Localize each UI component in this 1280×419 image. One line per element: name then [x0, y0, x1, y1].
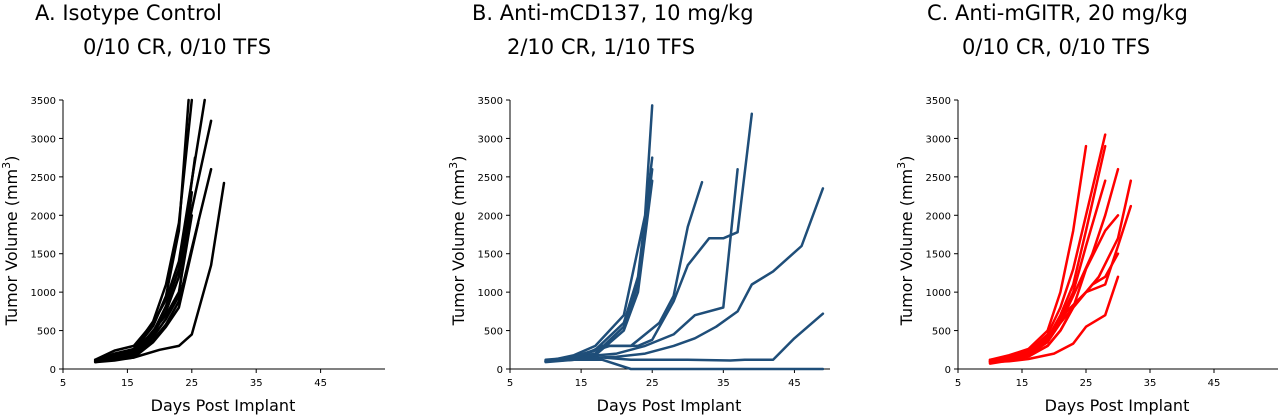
y-tick-label: 1500 — [478, 250, 503, 261]
x-tick-label: 45 — [788, 378, 801, 389]
x-tick-label: 5 — [507, 378, 513, 389]
chart-panel-0: A. Isotype Control 0/10 CR, 0/10 TFS 0 500 1… — [0, 1, 385, 415]
series-line-6 — [544, 167, 739, 362]
series-line-8 — [988, 252, 1120, 365]
x-tick-label: 5 — [955, 378, 961, 389]
chart-subtitle: 0/10 CR, 0/10 TFS — [962, 35, 1150, 59]
y-tick-label: 2500 — [478, 173, 503, 184]
series-line-7 — [988, 204, 1133, 362]
series-line-9 — [93, 181, 226, 364]
x-tick-label: 5 — [60, 378, 66, 389]
series-line-0 — [93, 98, 194, 362]
y-tick-label: 2000 — [926, 211, 951, 222]
chart-subtitle: 0/10 CR, 0/10 TFS — [83, 35, 271, 59]
y-axis-label: Tumor Volume (mm3) — [895, 156, 916, 327]
y-tick-label: 1000 — [31, 288, 56, 299]
y-tick-label: 0 — [497, 365, 503, 376]
series-line-9 — [988, 275, 1120, 364]
x-tick-label: 45 — [1208, 378, 1221, 389]
x-tick-label: 35 — [717, 378, 730, 389]
series-line-0 — [544, 104, 654, 363]
y-tick-label: 3000 — [31, 134, 56, 145]
y-tick-label: 500 — [484, 327, 503, 338]
x-axis-label: Days Post Implant — [151, 396, 296, 415]
chart-panel-1: B. Anti-mCD137, 10 mg/kg 2/10 CR, 1/10 TF… — [447, 1, 830, 415]
x-tick-label: 25 — [185, 378, 198, 389]
y-axis-label: Tumor Volume (mm3) — [447, 156, 468, 327]
x-tick-label: 15 — [575, 378, 588, 389]
y-tick-label: 0 — [945, 365, 951, 376]
x-axis-label: Days Post Implant — [1045, 396, 1190, 415]
series-line-3 — [544, 179, 654, 362]
series-line-4 — [544, 180, 704, 364]
x-tick-label: 35 — [1144, 378, 1157, 389]
x-tick-label: 45 — [314, 378, 327, 389]
chart-title: C. Anti-mGITR, 20 mg/kg — [927, 1, 1188, 25]
y-tick-label: 2000 — [478, 211, 503, 222]
y-tick-label: 3000 — [926, 134, 951, 145]
series-line-2 — [544, 167, 654, 362]
y-tick-label: 2500 — [31, 173, 56, 184]
y-tick-label: 3500 — [478, 96, 503, 107]
x-tick-label: 15 — [1016, 378, 1029, 389]
series-line-1 — [93, 98, 190, 363]
chart-subtitle: 2/10 CR, 1/10 TFS — [507, 35, 695, 59]
series-line-2 — [93, 98, 206, 362]
series-line-8 — [544, 312, 825, 363]
x-tick-label: 35 — [250, 378, 263, 389]
y-tick-label: 1500 — [926, 250, 951, 261]
x-tick-label: 25 — [646, 378, 659, 389]
series-line-7 — [93, 214, 194, 362]
x-axis-label: Days Post Implant — [597, 396, 742, 415]
y-tick-label: 1500 — [31, 250, 56, 261]
y-tick-label: 500 — [932, 327, 951, 338]
chart-title: B. Anti-mCD137, 10 mg/kg — [472, 1, 754, 25]
y-tick-label: 0 — [50, 365, 56, 376]
y-tick-label: 1000 — [478, 288, 503, 299]
y-tick-label: 500 — [37, 327, 56, 338]
y-tick-label: 3000 — [478, 134, 503, 145]
series-line-9 — [544, 358, 825, 371]
y-tick-label: 1000 — [926, 288, 951, 299]
y-tick-label: 2000 — [31, 211, 56, 222]
chart-panel-2: C. Anti-mGITR, 20 mg/kg 0/10 CR, 0/10 TFS… — [895, 1, 1278, 415]
y-tick-label: 3500 — [926, 96, 951, 107]
y-tick-label: 3500 — [31, 96, 56, 107]
x-tick-label: 25 — [1080, 378, 1093, 389]
chart-title: A. Isotype Control — [35, 1, 222, 25]
y-axis-label: Tumor Volume (mm3) — [0, 156, 21, 327]
series-line-0 — [988, 144, 1088, 362]
x-tick-label: 15 — [121, 378, 134, 389]
series-line-5 — [544, 112, 754, 363]
y-tick-label: 2500 — [926, 173, 951, 184]
